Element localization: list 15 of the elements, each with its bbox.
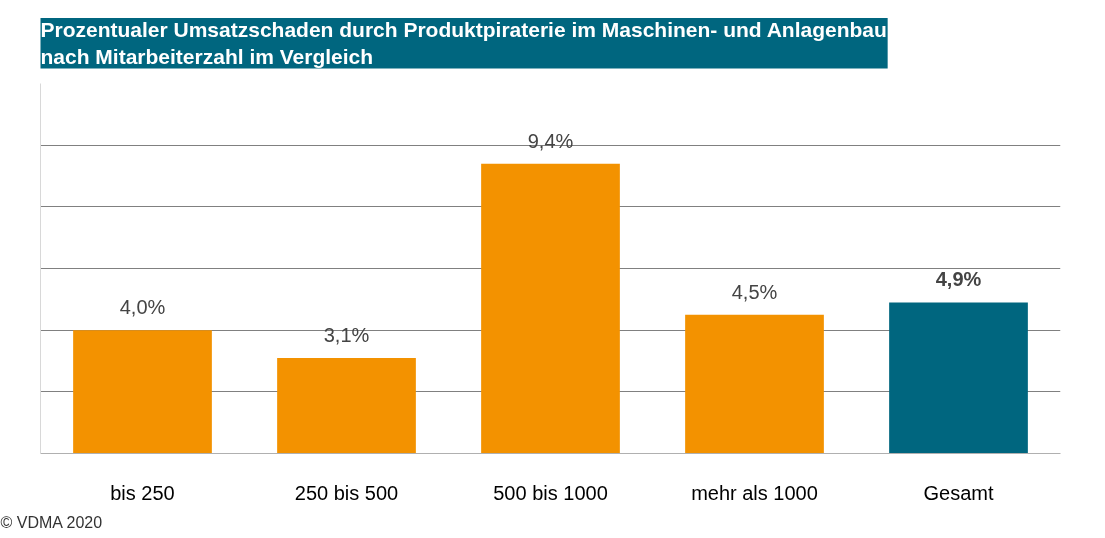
data-label: 4,9% — [935, 268, 982, 291]
bar — [73, 330, 212, 454]
bar — [889, 302, 1028, 454]
text: © VDMA 2020 — [0, 513, 103, 531]
x-tick-label: Gesamt — [923, 481, 994, 504]
chart-title: Prozentualer Umsatzschaden durch Produktpiraterie im Maschinen- und Anlagenbau nach Mitarbeiterzahl im Vergleich — [40, 17, 887, 69]
bar — [277, 357, 416, 454]
x-tick-label: bis 250 — [110, 481, 175, 504]
x-tick-label: mehr als 1000 — [691, 481, 818, 504]
x-tick-label: 250 bis 500 — [294, 481, 399, 504]
data-label: 4,5% — [731, 280, 778, 303]
x-tick-label: 500 bis 1000 — [493, 481, 608, 504]
bar — [685, 314, 824, 454]
bar — [481, 163, 620, 454]
data-label: 4,0% — [119, 296, 166, 319]
